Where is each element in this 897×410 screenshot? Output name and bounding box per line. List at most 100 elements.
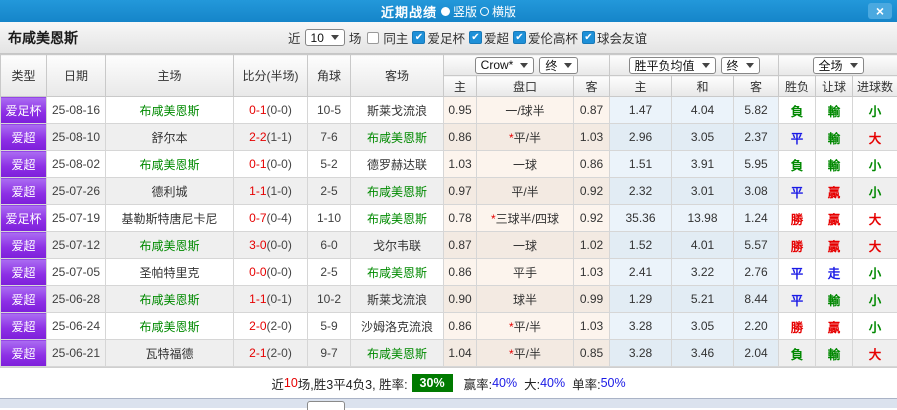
match-row: 爱超 25-08-10 舒尔本 2-2(1-1) 7-6 布咸美恩斯 0.86 *平/半 1.0… xyxy=(0,123,897,151)
home-odds-cell: 1.04 xyxy=(443,339,477,367)
handicap-result-cell: 輸 xyxy=(815,96,854,124)
live-handicap-star: * xyxy=(508,130,514,145)
result-cell: 平 xyxy=(778,177,817,205)
home-odds-cell: 0.78 xyxy=(443,204,477,232)
match-row: 爱超 25-07-12 布咸美恩斯 3-0(0-0) 6-0 戈尔韦联 0.87 一球 1.02… xyxy=(0,231,897,259)
score-cell: 3-0(0-0) xyxy=(233,231,308,259)
horizontal-radio-label[interactable]: 横版 xyxy=(492,4,517,19)
corners-cell: 6-0 xyxy=(307,231,351,259)
league-filter-friendly[interactable]: ✔ 球会友谊 xyxy=(581,28,647,47)
home-team-cell: 布咸美恩斯 xyxy=(105,96,234,124)
half-time-score: (0-1) xyxy=(266,292,292,306)
goals-result-cell: 小 xyxy=(852,312,897,340)
avg-away-cell: 5.82 xyxy=(733,96,780,124)
odds-company-select[interactable]: Crow* xyxy=(474,56,535,74)
chevron-down-icon xyxy=(564,62,573,68)
titlebar: 近期战绩 竖版 横版 × xyxy=(0,0,897,22)
goals-result-cell: 小 xyxy=(852,285,897,313)
same-home-checkbox[interactable] xyxy=(367,31,380,44)
handicap-result-cell: 贏 xyxy=(815,204,854,232)
home-odds-cell: 0.86 xyxy=(443,258,477,286)
corners-cell: 7-6 xyxy=(307,123,351,151)
avg-home-cell: 2.32 xyxy=(609,177,673,205)
checked-checkbox-icon[interactable]: ✔ xyxy=(581,31,595,44)
league-filter-label: 爱超 xyxy=(483,32,509,46)
scope-select[interactable]: 全场 xyxy=(812,56,864,74)
full-time-score: 2-2 xyxy=(249,130,267,144)
win-rate-badge: 30% xyxy=(411,374,453,392)
away-odds-cell: 0.92 xyxy=(572,177,611,205)
chevron-down-icon xyxy=(520,62,529,68)
away-team-cell: 德罗赫达联 xyxy=(350,150,444,178)
same-home-checkbox-label[interactable]: 同主 xyxy=(365,28,408,47)
league-filter-faicup[interactable]: ✔ 爱足杯 xyxy=(412,28,465,47)
checked-checkbox-icon[interactable]: ✔ xyxy=(468,31,482,44)
home-odds-cell: 0.97 xyxy=(443,177,477,205)
avg-home-cell: 2.96 xyxy=(609,123,673,151)
score-cell: 2-1(2-0) xyxy=(233,339,308,367)
home-odds-cell: 0.86 xyxy=(443,123,477,151)
league-type-cell: 爱超 xyxy=(0,339,47,367)
header-controls-row: 类型 日期 主场 比分(半场) 角球 客场 Crow* 终 xyxy=(0,54,897,97)
match-date-cell: 25-06-28 xyxy=(46,285,106,313)
half-time-score: (2-0) xyxy=(266,319,292,333)
avg-type-select[interactable]: 胜平负均值 xyxy=(628,56,716,74)
recent-count-select[interactable]: 10 xyxy=(304,29,345,46)
single-label: 单率: xyxy=(572,377,601,392)
home-team-cell: 德利城 xyxy=(105,177,234,205)
home-team-cell: 布咸美恩斯 xyxy=(105,285,234,313)
team-name: 布咸美恩斯 xyxy=(8,29,78,46)
vertical-radio-label[interactable]: 竖版 xyxy=(452,4,477,19)
match-date-cell: 25-08-10 xyxy=(46,123,106,151)
avg-away-cell: 1.24 xyxy=(733,204,780,232)
vertical-radio-icon[interactable] xyxy=(440,6,450,16)
goals-result-cell: 大 xyxy=(852,204,897,232)
summary-count: 10 xyxy=(283,376,298,390)
live-handicap-star: * xyxy=(508,346,514,361)
away-odds-cell: 1.03 xyxy=(572,123,611,151)
match-date-cell: 25-07-19 xyxy=(46,204,106,232)
half-time-score: (0-4) xyxy=(266,211,292,225)
away-odds-cell: 0.99 xyxy=(572,285,611,313)
score-cell: 1-1(0-1) xyxy=(233,285,308,313)
handicap-text: 平手 xyxy=(512,265,537,280)
away-odds-cell: 1.02 xyxy=(572,231,611,259)
avg-controls-cell: 胜平负均值 终 xyxy=(609,54,780,76)
full-time-score: 0-1 xyxy=(249,103,267,117)
league-filter-leinster[interactable]: ✔ 爱伦高杯 xyxy=(512,28,578,47)
handicap-text: 一球 xyxy=(512,157,537,172)
home-team-cell: 布咸美恩斯 xyxy=(105,150,234,178)
full-time-score: 2-0 xyxy=(249,319,267,333)
league-filter-premier[interactable]: ✔ 爱超 xyxy=(468,28,509,47)
summary-prefix: 近 xyxy=(271,377,284,392)
horizontal-radio-icon[interactable] xyxy=(480,6,489,16)
avg-state-select[interactable]: 终 xyxy=(720,56,760,74)
avg-away-cell: 8.44 xyxy=(733,285,780,313)
result-cell: 勝 xyxy=(778,204,817,232)
handicap-text: 平/半 xyxy=(513,319,541,334)
layout-radio-group: 竖版 横版 xyxy=(438,3,516,20)
live-handicap-star: * xyxy=(508,319,514,334)
handicap-text: 一/球半 xyxy=(505,103,545,118)
checked-checkbox-icon[interactable]: ✔ xyxy=(412,31,426,44)
handicap-cell: 平手 xyxy=(476,258,574,286)
home-team-cell: 布咸美恩斯 xyxy=(105,312,234,340)
full-time-score: 3-0 xyxy=(249,238,267,252)
result-cell: 負 xyxy=(778,96,817,124)
league-type-cell: 爱超 xyxy=(0,123,47,151)
avg-away-cell: 2.04 xyxy=(733,339,780,367)
home-team-cell: 布咸美恩斯 xyxy=(105,231,234,259)
corners-cell: 5-2 xyxy=(307,150,351,178)
close-icon[interactable]: × xyxy=(868,3,892,19)
goals-result-cell: 小 xyxy=(852,258,897,286)
next-section-select[interactable] xyxy=(307,401,345,410)
score-cell: 0-1(0-0) xyxy=(233,150,308,178)
match-date-cell: 25-07-26 xyxy=(46,177,106,205)
subheader-avg-home: 主 xyxy=(609,75,673,97)
handicap-text: 平/半 xyxy=(511,184,539,199)
match-date-cell: 25-08-02 xyxy=(46,150,106,178)
odds-state-select[interactable]: 终 xyxy=(539,56,579,74)
checked-checkbox-icon[interactable]: ✔ xyxy=(512,31,526,44)
handicap-cell: 一/球半 xyxy=(476,96,574,124)
league-filter-label: 球会友谊 xyxy=(596,32,647,46)
